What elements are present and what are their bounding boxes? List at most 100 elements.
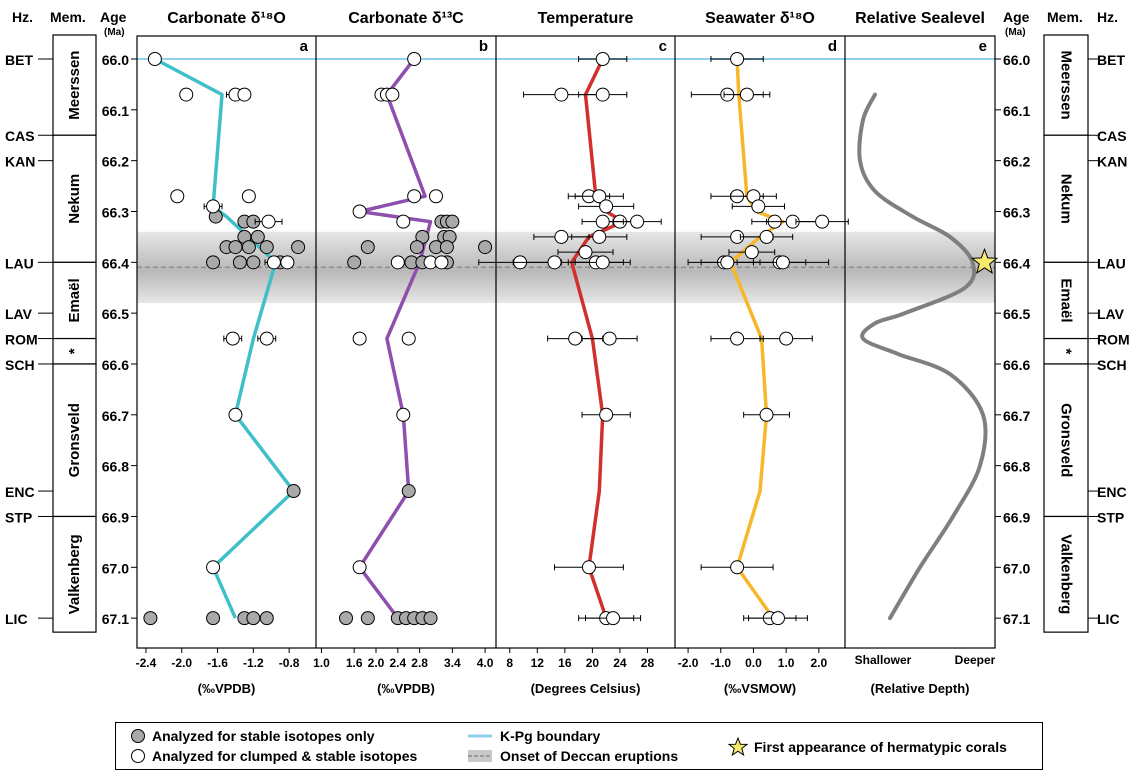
member-label-right: * (1058, 348, 1075, 354)
filled-point (360, 611, 375, 626)
open-point (554, 87, 569, 102)
horizon-label-right: LAV (1097, 306, 1125, 322)
age-tick-label-left: 67.0 (102, 560, 129, 576)
member-box-right (1043, 34, 1089, 136)
open-point (775, 255, 790, 270)
open-point (259, 331, 274, 346)
open-point (730, 331, 745, 346)
mem-header-right: Mem. (1047, 9, 1083, 25)
panel-letter: d (828, 38, 837, 55)
open-point (147, 52, 162, 66)
hz-header-left: Hz. (12, 9, 33, 25)
panel-title: Relative Sealevel (855, 10, 985, 27)
open-point (396, 214, 411, 229)
x-tick-label: 16 (558, 656, 572, 670)
filled-point (445, 214, 460, 229)
open-point (228, 407, 243, 422)
open-point (170, 189, 185, 204)
open-point (390, 255, 405, 270)
age-tick-label-left: 66.3 (102, 204, 129, 220)
x-tick-label: 20 (586, 656, 600, 670)
legend: Analyzed for stable isotopes only Analyz… (115, 722, 1043, 770)
age-tick-label-left: 66.4 (102, 255, 129, 271)
open-point (599, 407, 614, 422)
member-label-right: Valkenberg (1058, 534, 1075, 614)
plot-frame (136, 35, 996, 649)
series-line (728, 58, 785, 620)
open-point (407, 189, 422, 204)
kpg-line-icon (468, 734, 492, 738)
filled-point (232, 255, 247, 270)
open-point (401, 331, 416, 346)
open-point (730, 560, 745, 575)
panel-letter: e (979, 38, 987, 55)
horizon-label-left: SCH (5, 357, 35, 373)
x-tick-label: 28 (641, 656, 655, 670)
x-tick-label: 1.0 (313, 656, 330, 670)
x-tick-label: 1.6 (346, 656, 363, 670)
open-point (592, 189, 607, 204)
hz-header-right: Hz. (1097, 9, 1118, 25)
age-tick-label-left: 66.1 (102, 103, 129, 119)
filled-point (439, 240, 454, 255)
open-point (352, 560, 367, 575)
open-point (578, 245, 593, 260)
legend-open: Analyzed for clumped & stable isotopes (130, 748, 417, 764)
member-label-right: Meerssen (1058, 51, 1075, 120)
filled-point (423, 611, 438, 626)
age-tick-label-left: 66.8 (102, 459, 129, 475)
age-tick-label-left: 66.2 (102, 154, 129, 170)
open-point (266, 255, 281, 270)
x-tick-label: 3.4 (444, 656, 461, 670)
filled-point (241, 240, 256, 255)
axis-labels: Carbonate δ¹⁸O a -2.4 -2.0 -1.6 -1.2 -0.8 (‰VPD… (136, 10, 996, 696)
open-point (206, 199, 221, 214)
age-tick-label-left: 66.6 (102, 357, 129, 373)
open-point (225, 331, 240, 346)
open-point (179, 87, 194, 102)
x-end-label-deep: Deeper (955, 653, 996, 667)
horizon-label-left: LAU (5, 255, 34, 271)
open-point (385, 87, 400, 102)
star-icon (728, 737, 748, 757)
filled-circle-icon (131, 729, 145, 743)
open-point (602, 331, 617, 346)
horizon-label-right: CAS (1097, 128, 1127, 144)
panel-title: Carbonate δ¹³C (348, 10, 464, 27)
horizon-label-left: CAS (5, 128, 35, 144)
horizon-label-right: LIC (1097, 611, 1120, 627)
age-tick-label-right: 66.4 (1003, 255, 1030, 271)
sealevel-curve (857, 92, 988, 621)
horizon-label-right: KAN (1097, 154, 1127, 170)
open-point (554, 229, 569, 244)
horizon-label-right: SCH (1097, 357, 1127, 373)
open-point (206, 560, 221, 575)
filled-point (228, 240, 243, 255)
filled-point (246, 611, 261, 626)
member-label-left: Emaël (66, 278, 83, 322)
series-line (357, 57, 433, 620)
age-tick-label-left: 66.0 (102, 52, 129, 68)
panel-title: Carbonate δ¹⁸O (167, 10, 286, 27)
filled-point (347, 255, 362, 270)
member-box-right (1043, 134, 1089, 263)
age-unit-left: (Ma) (104, 27, 125, 38)
horizon-label-left: KAN (5, 154, 35, 170)
open-point (739, 87, 754, 102)
deccan-band-icon (468, 750, 492, 762)
age-tick-label-right: 67.0 (1003, 560, 1030, 576)
age-tick-label-right: 66.7 (1003, 408, 1030, 424)
age-tick-label-right: 66.1 (1003, 103, 1030, 119)
open-circle-icon (131, 749, 145, 763)
right-stratigraphy: 66.0 66.1 66.2 66.3 66.4 66.5 66.6 66.7 66.8 66.9… (995, 9, 1130, 633)
member-box-right (1043, 515, 1089, 633)
filled-point (286, 484, 301, 499)
panel-letter: a (300, 38, 309, 55)
age-tick-label-left: 66.7 (102, 408, 129, 424)
x-end-label-shallow: Shallower (855, 653, 912, 667)
member-box-right (1043, 363, 1089, 518)
panel-title: Temperature (538, 10, 634, 27)
series-line (154, 57, 296, 619)
member-box-left (52, 337, 97, 365)
member-box-left (52, 363, 97, 518)
